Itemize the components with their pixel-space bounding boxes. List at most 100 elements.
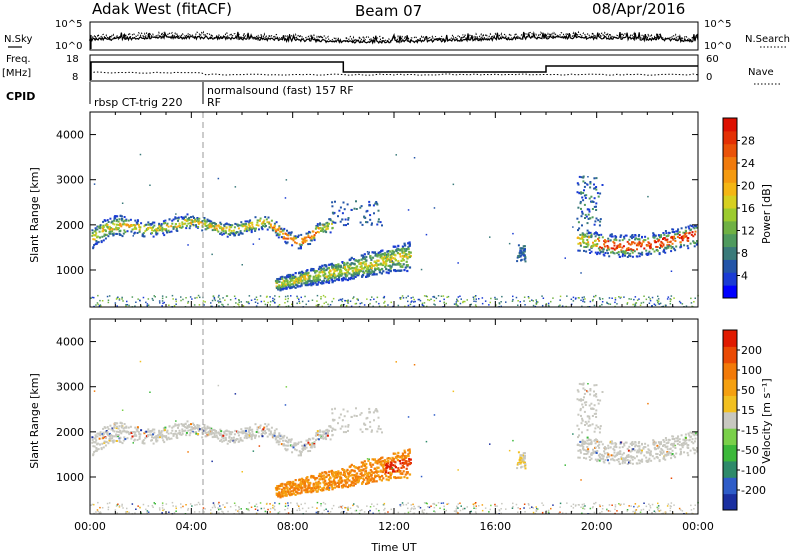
velocity-cell-1931 xyxy=(319,474,322,478)
power-cell-2744 xyxy=(401,247,405,250)
velocity-cell-1071 xyxy=(275,428,278,431)
power-cell-3586 xyxy=(671,235,673,238)
velocity-cell-1781 xyxy=(304,484,307,487)
power-cell-4066 xyxy=(357,299,359,301)
power-cell-1332 xyxy=(325,222,328,225)
velocity-cell-427 xyxy=(157,434,160,437)
velocity-cell-1829 xyxy=(309,489,312,492)
power-cell-44 xyxy=(96,225,99,228)
power-cell-2902 xyxy=(577,229,579,232)
velocity-cell-4635 xyxy=(474,511,477,513)
power-cell-1014 xyxy=(262,221,265,224)
power-cell-910 xyxy=(244,220,247,223)
power-cell-3754 xyxy=(695,226,698,229)
power-cell-500 xyxy=(170,225,173,228)
velocity-cell-2189 xyxy=(346,485,349,489)
velocity-cell-3199 xyxy=(618,453,621,455)
velocity-cell-2727 xyxy=(401,458,404,461)
velocity-cell-815 xyxy=(227,430,230,433)
power-cell-960 xyxy=(251,223,254,226)
power-cell-4764 xyxy=(341,300,343,303)
velocity-cell-3805 xyxy=(580,398,583,401)
power-cell-4552 xyxy=(669,298,671,300)
velocity-cell-4455 xyxy=(443,505,445,508)
power-cell-1872 xyxy=(314,281,317,284)
power-cell-4754 xyxy=(256,299,259,301)
velocity-cell-1741 xyxy=(301,477,304,480)
velocity-cell-279 xyxy=(125,430,128,433)
power-cell-890 xyxy=(240,221,243,224)
velocity-cell-4419 xyxy=(212,502,215,504)
velocity-cell-983 xyxy=(256,428,259,431)
power-cell-2836 xyxy=(516,260,519,263)
power-cell-4038 xyxy=(355,302,358,305)
velocity-cell-4163 xyxy=(598,504,601,506)
power-cell-4218 xyxy=(182,298,184,301)
power-cell-3058 xyxy=(597,237,600,240)
power-cell-2782 xyxy=(406,269,409,273)
velocity-cell-3635 xyxy=(678,438,681,441)
velocity-cell-2873 xyxy=(520,466,522,469)
power-cell-3868 xyxy=(586,222,589,225)
velocity-cell-1703 xyxy=(296,491,299,494)
power-cell-2870 xyxy=(523,254,526,257)
power-cell-4034 xyxy=(187,302,189,304)
velocity-cell-1235 xyxy=(307,450,310,453)
power-cell-2718 xyxy=(400,259,403,262)
velocity-cell-969 xyxy=(253,434,256,437)
velocity-cell-3341 xyxy=(638,448,641,451)
velocity-cell-2007 xyxy=(327,488,331,491)
velocity-cell-2819 xyxy=(519,456,522,459)
velocity-cell-761 xyxy=(217,437,220,440)
power-cell-4576 xyxy=(456,304,458,306)
power-cell-4032 xyxy=(347,300,349,303)
velocity-cell-4215 xyxy=(611,504,613,506)
power-cell-2422 xyxy=(369,262,372,265)
power-cell-3884 xyxy=(593,197,596,200)
power-cell-516 xyxy=(174,216,177,219)
velocity-cell-1219 xyxy=(304,446,306,449)
velocity-cell-4281 xyxy=(572,503,575,506)
velocity-cell-2587 xyxy=(387,461,390,464)
power-cell-2724 xyxy=(399,265,402,268)
velocity-cell-131 xyxy=(107,428,110,430)
power-cell-228 xyxy=(119,233,122,236)
power-cell-194 xyxy=(115,228,118,231)
power-cell-4036 xyxy=(197,294,200,297)
velocity-cell-627 xyxy=(194,425,197,428)
power-cell-2866 xyxy=(517,244,520,247)
velocity-cell-3149 xyxy=(610,440,613,443)
velocity-cell-4219 xyxy=(182,505,184,508)
velocity-cell-2955 xyxy=(584,440,586,443)
velocity-cell-2735 xyxy=(400,456,403,459)
power-cell-2008 xyxy=(328,263,331,266)
velocity-cell-3899 xyxy=(591,407,594,410)
power-cell-1372 xyxy=(371,222,373,225)
power-cell-1822 xyxy=(309,274,312,277)
power-cell-3424 xyxy=(650,252,653,255)
power-cell-1426 xyxy=(337,215,339,218)
velocity-cell-1535 xyxy=(279,484,282,487)
power-cell-4802 xyxy=(106,295,109,298)
velocity-cell-2585 xyxy=(386,460,389,463)
velocity-cell-4087 xyxy=(464,507,466,510)
power-cell-1396 xyxy=(369,214,372,217)
power-cell-540 xyxy=(177,217,180,220)
power-cell-3924 xyxy=(626,302,629,304)
velocity-cell-2789 xyxy=(407,453,410,456)
power-cell-1388 xyxy=(360,205,363,208)
power-cell-4788 xyxy=(189,296,192,298)
power-colorbar-tick-label-4: 12 xyxy=(741,225,755,238)
power-cell-4686 xyxy=(634,305,636,307)
velocity-cell-1293 xyxy=(319,429,321,432)
velocity-cell-731 xyxy=(211,429,214,432)
power-cell-2982 xyxy=(586,229,589,232)
velocity-cell-1889 xyxy=(315,477,318,480)
velocity-cell-145 xyxy=(109,437,112,440)
power-cell-1274 xyxy=(315,231,317,234)
velocity-cell-239 xyxy=(119,421,122,424)
velocity-cell-2335 xyxy=(360,472,363,475)
power-cell-3004 xyxy=(590,246,593,249)
power-cell-4664 xyxy=(346,300,348,302)
